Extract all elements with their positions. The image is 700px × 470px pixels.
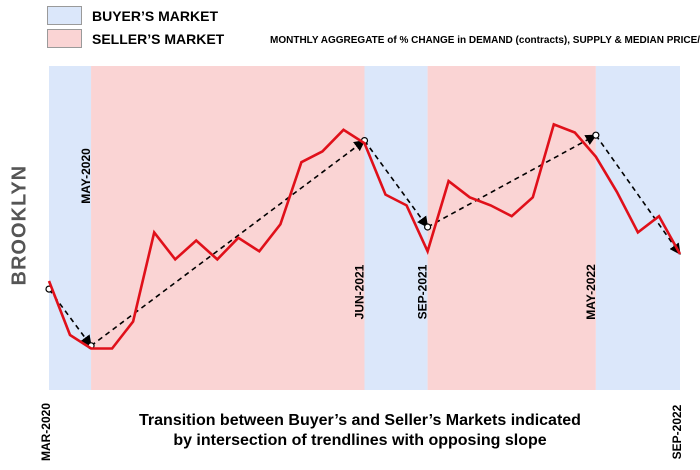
trendline-node xyxy=(424,223,432,231)
legend-label-buyers: BUYER’S MARKET xyxy=(92,8,219,24)
trendline-node xyxy=(592,131,600,139)
chart-subtitle: MONTHLY AGGREGATE of % CHANGE in DEMAND … xyxy=(270,35,700,46)
transition-label: SEP-2021 xyxy=(416,264,430,319)
transition-label: MAY-2020 xyxy=(79,148,93,204)
regime-band-buyers xyxy=(595,66,680,390)
caption-line-1: Transition between Buyer’s and Seller’s … xyxy=(139,412,581,429)
caption-line-2: by intersection of trendlines with oppos… xyxy=(173,432,547,449)
x-start-label: MAR-2020 xyxy=(39,403,53,461)
trendline-segment xyxy=(427,134,597,228)
x-end-label: SEP-2022 xyxy=(670,404,684,459)
trendline-segment xyxy=(595,134,681,255)
legend-swatch-sellers xyxy=(47,29,82,48)
transition-label: MAY-2022 xyxy=(584,264,598,320)
regime-band-sellers xyxy=(91,66,365,390)
transition-label: JUN-2021 xyxy=(353,264,367,319)
legend-swatch-buyers xyxy=(47,6,82,25)
legend-label-sellers: SELLER’S MARKET xyxy=(92,31,225,47)
regime-band-sellers xyxy=(427,66,596,390)
regime-band-buyers xyxy=(49,66,92,390)
